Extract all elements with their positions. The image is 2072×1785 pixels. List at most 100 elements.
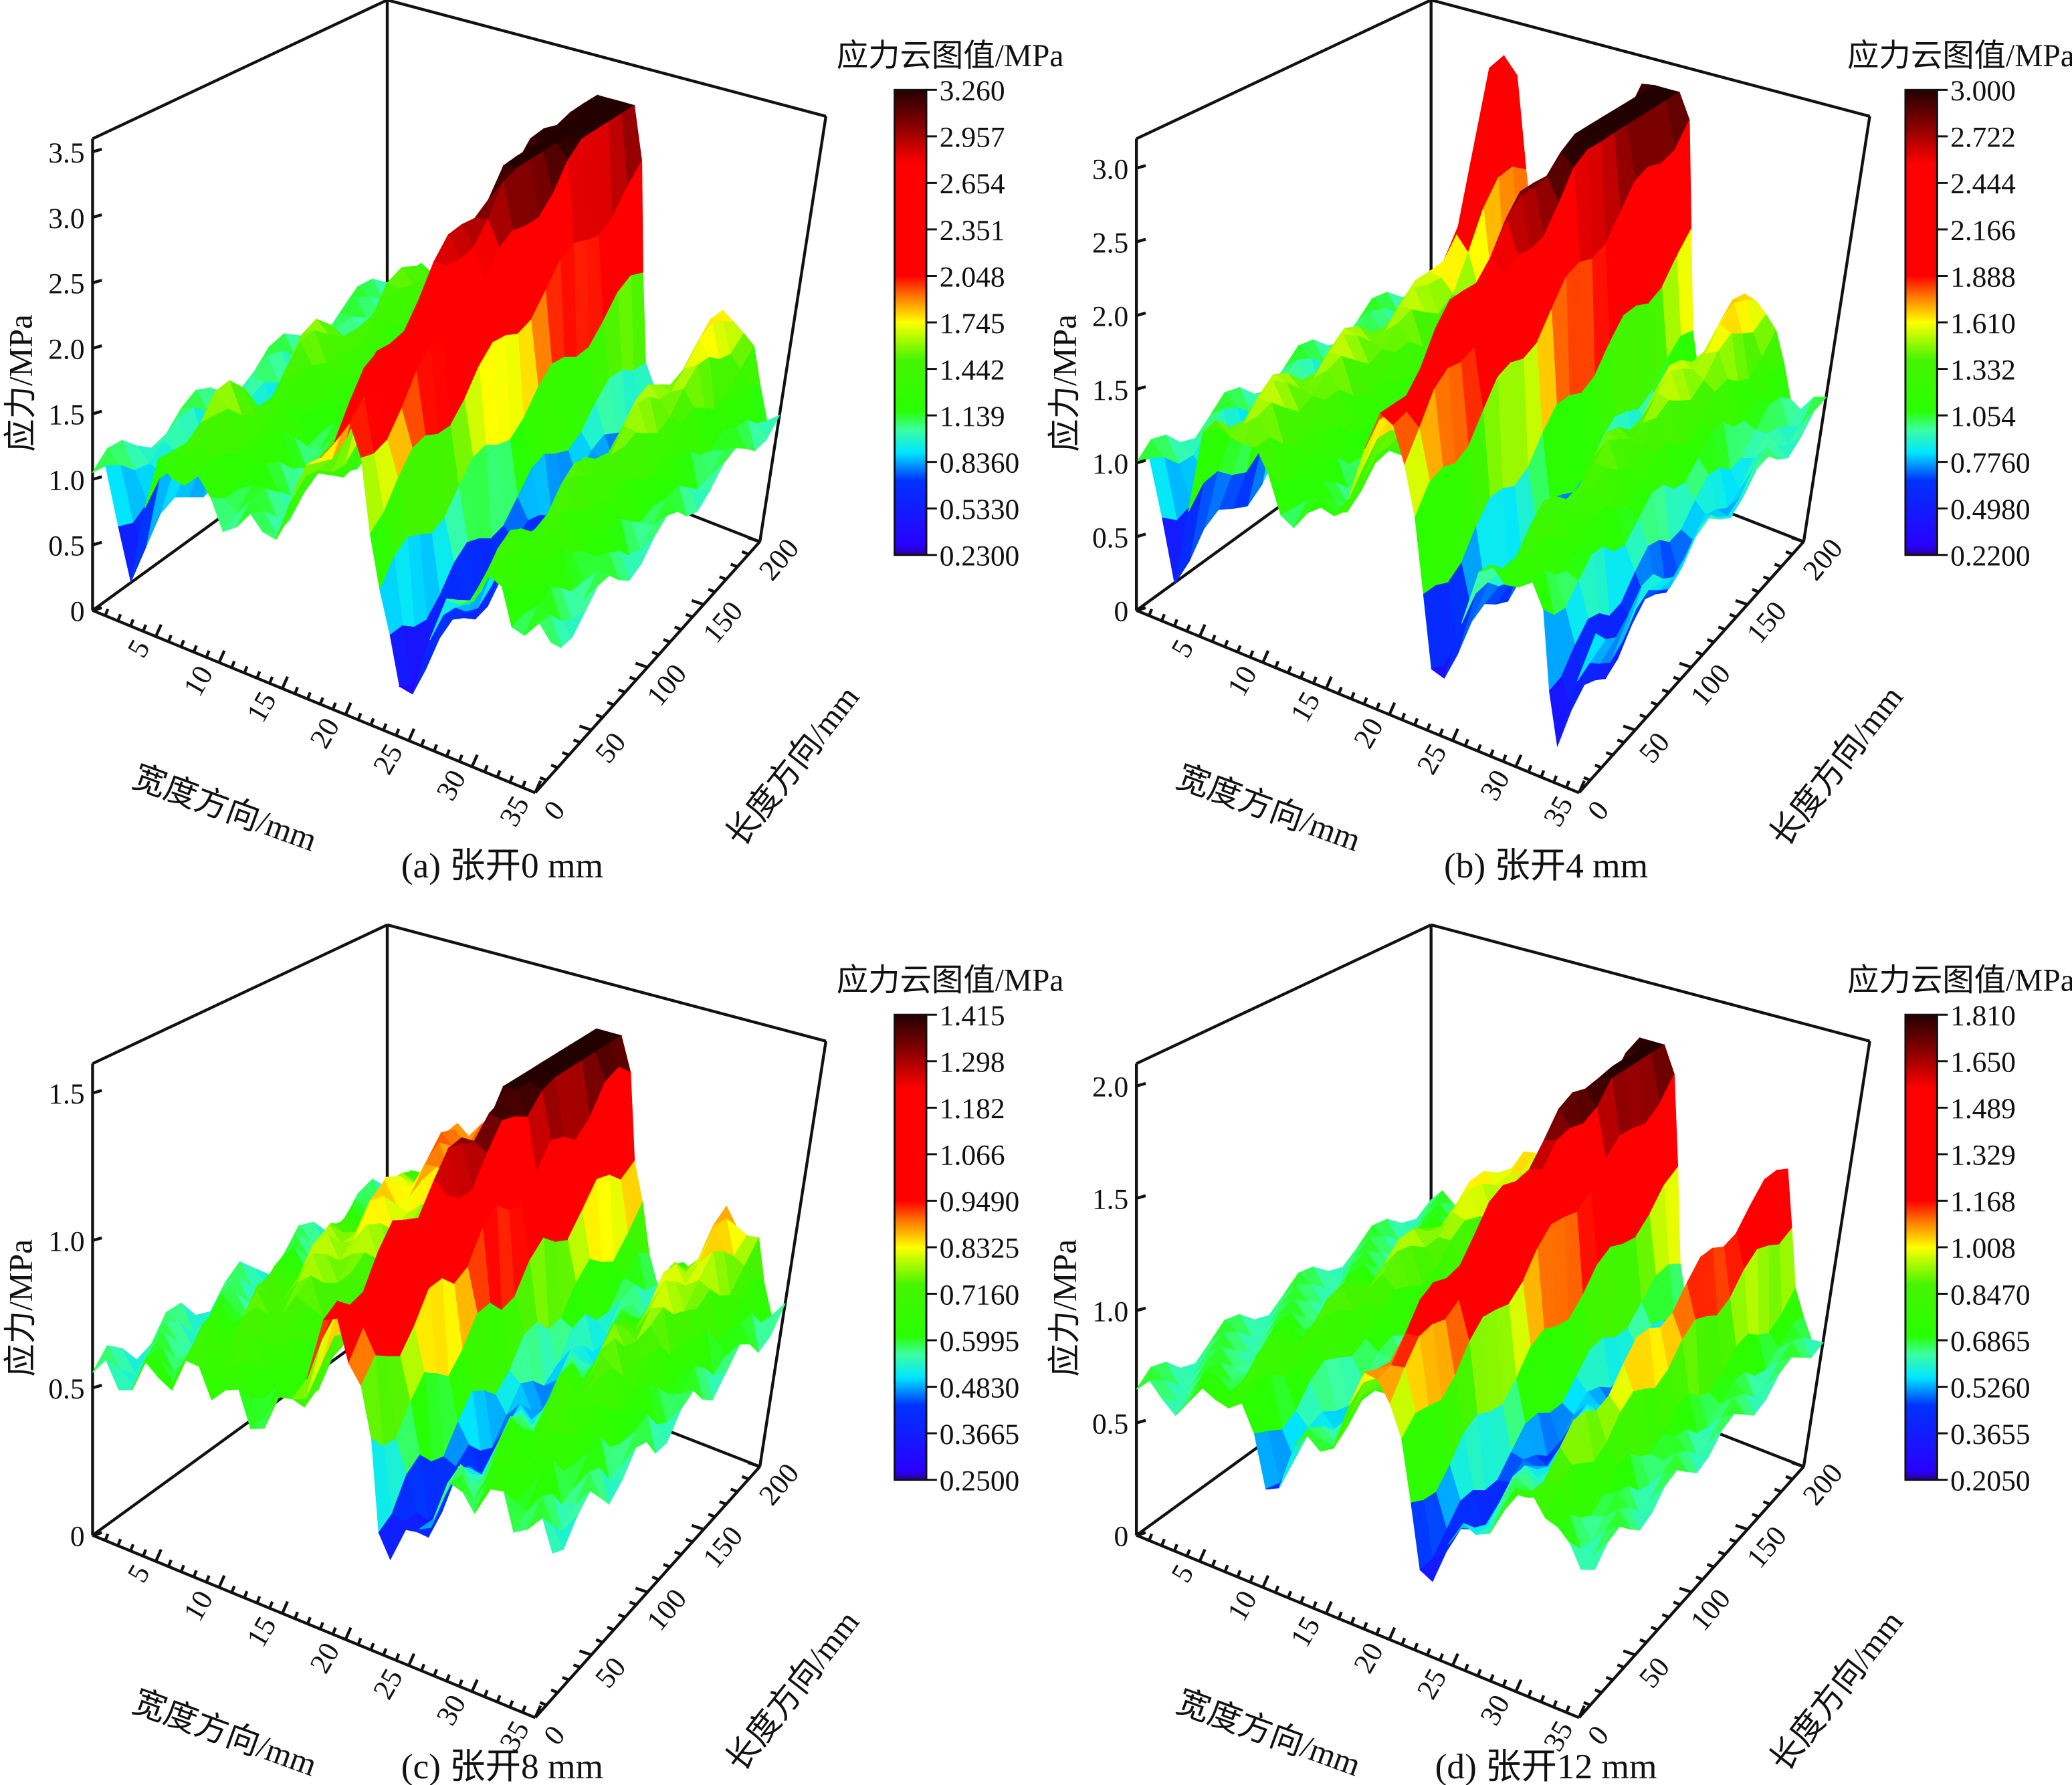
x-tick (1299, 1596, 1305, 1604)
colorbar-tick-label: 2.957 (940, 122, 1005, 154)
y-tick (1735, 1524, 1748, 1531)
z-tick (1136, 237, 1146, 243)
x-tick (1577, 1705, 1586, 1719)
x-tick-label: 5 (1165, 634, 1200, 663)
z-tick (1136, 1194, 1146, 1200)
colorbar-tick-label: 1.489 (1950, 1093, 2016, 1125)
y-tick (1583, 776, 1591, 782)
y-tick (1762, 1500, 1771, 1506)
surface-patch (538, 615, 562, 649)
x-tick-label: 25 (1411, 1663, 1453, 1705)
y-tick (747, 1461, 760, 1468)
colorbar-title: 应力云图值/MPa (1847, 39, 2072, 74)
x-tick (470, 1679, 479, 1693)
colorbar-tick-label: 0.8360 (940, 447, 1020, 479)
colorbar (1904, 1013, 1938, 1481)
colorbar-title: 应力云图值/MPa (1847, 964, 2072, 999)
y-tick (1679, 661, 1692, 669)
x-tick (1401, 712, 1407, 721)
surface-patch (1648, 163, 1663, 305)
x-tick (457, 1679, 463, 1687)
z-tick-label: 1.5 (48, 399, 84, 431)
x-tick (1337, 686, 1343, 695)
z-tick-label: 1.5 (1092, 1184, 1128, 1216)
colorbar-tick-label: 0.2300 (940, 540, 1020, 572)
y-tick (607, 1625, 615, 1631)
x-tick (1552, 775, 1558, 783)
z-tick (92, 213, 102, 219)
surface-patch (1580, 1541, 1609, 1570)
right-back-edge (758, 116, 828, 542)
surface-patch (1576, 633, 1607, 681)
y-tick (1785, 1475, 1793, 1481)
y-tick (708, 588, 716, 594)
x-tick (1211, 1559, 1217, 1568)
y-tick (719, 575, 727, 581)
x-tick (1476, 1669, 1482, 1677)
colorbar-tick-label: 2.444 (1950, 168, 2016, 200)
x-tick (1324, 1600, 1333, 1614)
x-tick (445, 1674, 451, 1682)
x-tick (1565, 780, 1571, 789)
x-tick (432, 1669, 438, 1677)
y-tick (1617, 1663, 1625, 1669)
colorbar-tick-label: 0.7760 (1950, 447, 2031, 479)
colorbar-tick-label: 1.442 (940, 354, 1005, 386)
x-tick (167, 1559, 173, 1568)
x-tick (1261, 649, 1270, 663)
x-tick (255, 1596, 262, 1604)
width-axis-line (92, 609, 536, 795)
y-tick (550, 763, 558, 769)
x-axis-title: 宽度方向/mm (128, 1683, 321, 1783)
y-tick (663, 638, 671, 644)
x-tick (1565, 1705, 1571, 1713)
x-tick (104, 608, 110, 617)
z-tick (92, 1531, 102, 1537)
x-tick (432, 744, 438, 752)
x-tick (179, 1564, 185, 1572)
z-tick (92, 344, 102, 350)
x-tick (281, 1600, 289, 1614)
y-tick-label: 0 (1581, 795, 1615, 827)
x-tick (369, 718, 375, 726)
z-tick (92, 1089, 102, 1095)
colorbar-tick-label: 3.000 (1950, 75, 2016, 107)
colorbar-tick-label: 1.139 (940, 401, 1005, 433)
x-tick (1274, 660, 1280, 669)
top-left-edge (1136, 923, 1432, 1065)
z-tick-label: 1.0 (1092, 1296, 1128, 1328)
y-tick (1751, 588, 1760, 594)
y-tick (1639, 1638, 1647, 1644)
y-tick (1583, 1701, 1591, 1707)
x-tick (1324, 675, 1333, 690)
top-left-edge (1136, 0, 1432, 140)
y-tick (561, 1675, 570, 1681)
y-tick (617, 1613, 626, 1619)
x-tick (243, 1590, 249, 1598)
x-axis-title: 宽度方向/mm (1172, 758, 1365, 858)
z-tick (1136, 164, 1146, 170)
z-tick (1136, 1419, 1146, 1425)
z-tick-label: 3.0 (1092, 153, 1128, 185)
x-tick (1185, 1549, 1191, 1557)
x-tick-label: 30 (1474, 1689, 1516, 1731)
z-tick-label: 1.0 (1092, 448, 1128, 480)
colorbar-tick-label: 2.722 (1950, 122, 2016, 154)
z-tick-label: 0.5 (1092, 522, 1128, 554)
y-tick (1718, 1550, 1726, 1556)
x-tick (1362, 1622, 1368, 1630)
x-tick-label: 25 (367, 738, 409, 780)
x-tick (1287, 1590, 1293, 1598)
x-tick (116, 1538, 122, 1547)
colorbar-tick-label: 0.5260 (1950, 1372, 2031, 1404)
y-tick (1605, 751, 1614, 757)
x-tick-label: 5 (1165, 1559, 1200, 1588)
x-tick (1148, 1533, 1154, 1542)
colorbar-tick-label: 0.5995 (940, 1326, 1020, 1358)
y-tick (691, 1524, 704, 1531)
z-tick-label: 0.5 (1092, 1408, 1128, 1440)
right-back-edge (758, 1041, 828, 1467)
x-tick-label: 5 (121, 1559, 156, 1588)
y-tick-label: 50 (1633, 726, 1676, 769)
z-tick-label: 2.5 (1092, 227, 1128, 259)
